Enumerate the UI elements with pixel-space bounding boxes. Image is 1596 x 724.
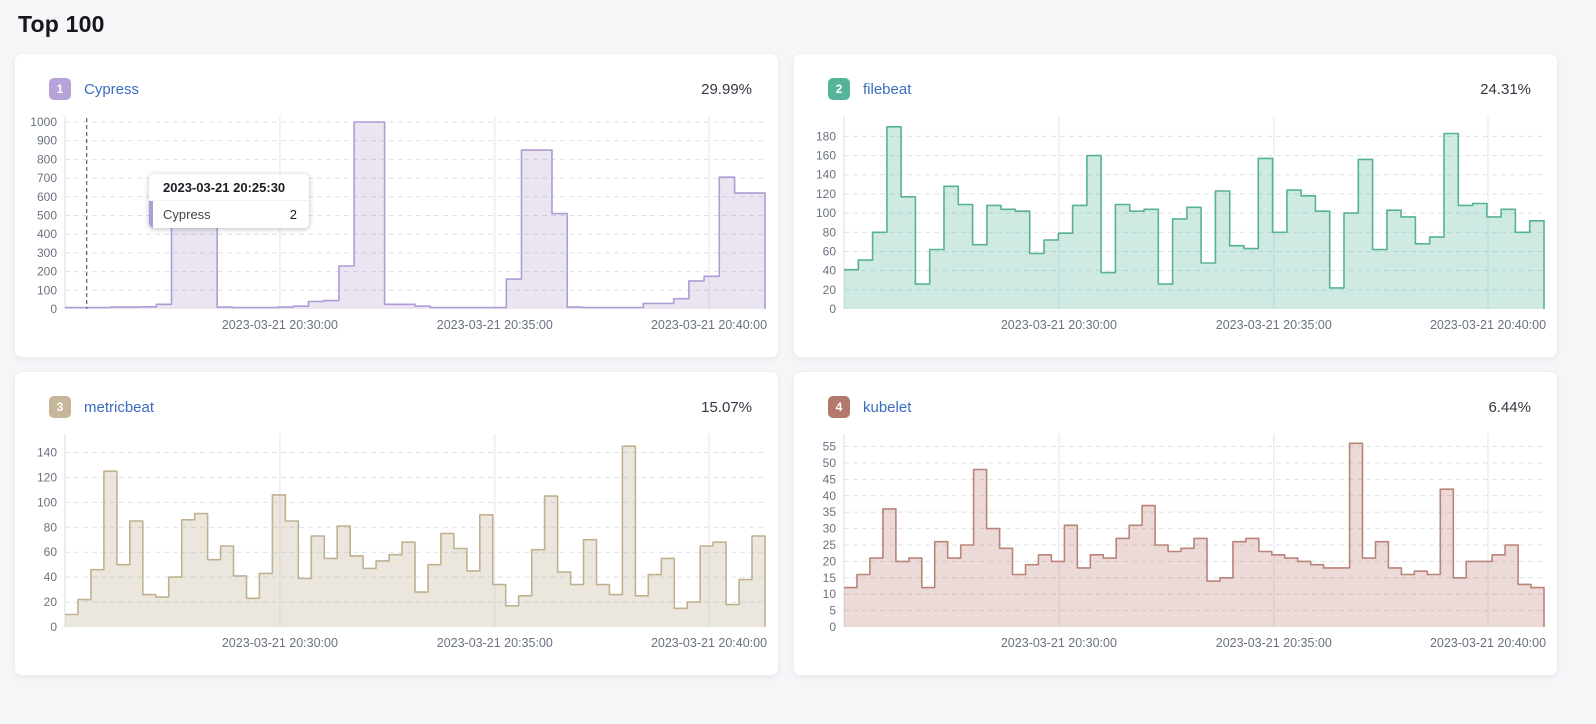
svg-text:40: 40 bbox=[44, 570, 58, 584]
svg-text:35: 35 bbox=[823, 505, 837, 519]
series-link-metricbeat[interactable]: metricbeat bbox=[84, 398, 155, 416]
svg-text:700: 700 bbox=[37, 171, 57, 185]
svg-text:300: 300 bbox=[37, 246, 57, 260]
svg-text:80: 80 bbox=[823, 225, 837, 239]
svg-text:55: 55 bbox=[823, 440, 837, 454]
cypress-chart[interactable]: 0 100 200 300 400 500 600 700 800 900 1000 2023-03-… bbox=[15, 112, 780, 348]
svg-text:60: 60 bbox=[823, 244, 837, 258]
card-kubelet: 4 kubelet 6.44% 0 5 10 15 20 25 30 35 40 45 50 55 20… bbox=[793, 371, 1558, 676]
svg-text:2023-03-21 20:40:00: 2023-03-21 20:40:00 bbox=[651, 636, 767, 650]
svg-text:400: 400 bbox=[37, 227, 57, 241]
filebeat-chart[interactable]: 0 20 40 60 80 100 120 140 160 180 2023-03-21 20:30… bbox=[794, 112, 1559, 348]
svg-text:30: 30 bbox=[823, 522, 837, 536]
percent-value: 6.44% bbox=[1488, 398, 1531, 416]
svg-text:120: 120 bbox=[816, 187, 836, 201]
svg-text:900: 900 bbox=[37, 134, 57, 148]
svg-text:120: 120 bbox=[37, 470, 57, 484]
card-metricbeat: 3 metricbeat 15.07% 0 20 40 60 80 100 120 140 20… bbox=[14, 371, 779, 676]
series-color-marker bbox=[149, 201, 153, 228]
svg-text:25: 25 bbox=[823, 538, 837, 552]
svg-text:15: 15 bbox=[823, 571, 837, 585]
svg-text:40: 40 bbox=[823, 264, 837, 278]
tooltip-timestamp: 2023-03-21 20:25:30 bbox=[149, 174, 309, 201]
svg-text:45: 45 bbox=[823, 472, 837, 486]
svg-text:2023-03-21 20:35:00: 2023-03-21 20:35:00 bbox=[1216, 318, 1332, 332]
svg-text:2023-03-21 20:30:00: 2023-03-21 20:30:00 bbox=[1001, 636, 1117, 650]
card-header: 1 Cypress 29.99% bbox=[15, 54, 778, 100]
svg-text:1000: 1000 bbox=[30, 115, 57, 129]
svg-text:180: 180 bbox=[816, 129, 836, 143]
card-header: 3 metricbeat 15.07% bbox=[15, 372, 778, 418]
card-header: 2 filebeat 24.31% bbox=[794, 54, 1557, 100]
cards-grid: 1 Cypress 29.99% 0 100 200 300 400 500 600 700 8… bbox=[14, 53, 1596, 676]
rank-badge: 2 bbox=[828, 78, 850, 100]
svg-text:100: 100 bbox=[37, 283, 57, 297]
svg-text:160: 160 bbox=[816, 149, 836, 163]
metricbeat-chart[interactable]: 0 20 40 60 80 100 120 140 2023-03-21 20:30:00 202… bbox=[15, 430, 780, 666]
svg-text:2023-03-21 20:35:00: 2023-03-21 20:35:00 bbox=[437, 636, 553, 650]
svg-text:100: 100 bbox=[37, 495, 57, 509]
series-link-kubelet[interactable]: kubelet bbox=[863, 398, 912, 416]
svg-text:140: 140 bbox=[816, 168, 836, 182]
card-cypress: 1 Cypress 29.99% 0 100 200 300 400 500 600 700 8… bbox=[14, 53, 779, 358]
svg-text:2023-03-21 20:30:00: 2023-03-21 20:30:00 bbox=[222, 636, 338, 650]
svg-text:50: 50 bbox=[823, 456, 837, 470]
card-filebeat: 2 filebeat 24.31% 0 20 40 60 80 100 120 140 160 1… bbox=[793, 53, 1558, 358]
tooltip-series-label: Cypress bbox=[163, 207, 211, 222]
rank-badge: 1 bbox=[49, 78, 71, 100]
svg-text:200: 200 bbox=[37, 265, 57, 279]
tooltip-row: Cypress 2 bbox=[149, 201, 309, 228]
tooltip-series-value: 2 bbox=[289, 207, 297, 222]
svg-text:2023-03-21 20:30:00: 2023-03-21 20:30:00 bbox=[222, 318, 338, 332]
svg-text:0: 0 bbox=[829, 620, 836, 634]
svg-text:500: 500 bbox=[37, 209, 57, 223]
svg-text:2023-03-21 20:40:00: 2023-03-21 20:40:00 bbox=[1430, 318, 1546, 332]
svg-text:100: 100 bbox=[816, 206, 836, 220]
svg-text:0: 0 bbox=[829, 302, 836, 316]
svg-text:20: 20 bbox=[823, 554, 837, 568]
svg-text:2023-03-21 20:35:00: 2023-03-21 20:35:00 bbox=[437, 318, 553, 332]
svg-text:20: 20 bbox=[823, 283, 837, 297]
svg-text:0: 0 bbox=[50, 302, 57, 316]
kubelet-chart[interactable]: 0 5 10 15 20 25 30 35 40 45 50 55 2023-03-21 20:30:0… bbox=[794, 430, 1559, 666]
rank-badge: 3 bbox=[49, 396, 71, 418]
svg-text:20: 20 bbox=[44, 595, 58, 609]
svg-text:5: 5 bbox=[829, 604, 836, 618]
percent-value: 15.07% bbox=[701, 398, 752, 416]
svg-text:2023-03-21 20:40:00: 2023-03-21 20:40:00 bbox=[651, 318, 767, 332]
chart-tooltip: 2023-03-21 20:25:30 Cypress 2 bbox=[149, 174, 309, 228]
rank-badge: 4 bbox=[828, 396, 850, 418]
svg-text:140: 140 bbox=[37, 445, 57, 459]
svg-text:2023-03-21 20:30:00: 2023-03-21 20:30:00 bbox=[1001, 318, 1117, 332]
page-title: Top 100 bbox=[18, 11, 105, 37]
svg-text:60: 60 bbox=[44, 545, 58, 559]
card-header: 4 kubelet 6.44% bbox=[794, 372, 1557, 418]
svg-text:2023-03-21 20:35:00: 2023-03-21 20:35:00 bbox=[1216, 636, 1332, 650]
series-link-filebeat[interactable]: filebeat bbox=[863, 80, 912, 98]
svg-text:2023-03-21 20:40:00: 2023-03-21 20:40:00 bbox=[1430, 636, 1546, 650]
svg-text:10: 10 bbox=[823, 587, 837, 601]
percent-value: 29.99% bbox=[701, 80, 752, 98]
svg-text:600: 600 bbox=[37, 190, 57, 204]
series-link-cypress[interactable]: Cypress bbox=[84, 80, 140, 98]
svg-text:40: 40 bbox=[823, 489, 837, 503]
svg-text:0: 0 bbox=[50, 620, 57, 634]
svg-text:800: 800 bbox=[37, 152, 57, 166]
svg-text:80: 80 bbox=[44, 520, 58, 534]
percent-value: 24.31% bbox=[1480, 80, 1531, 98]
